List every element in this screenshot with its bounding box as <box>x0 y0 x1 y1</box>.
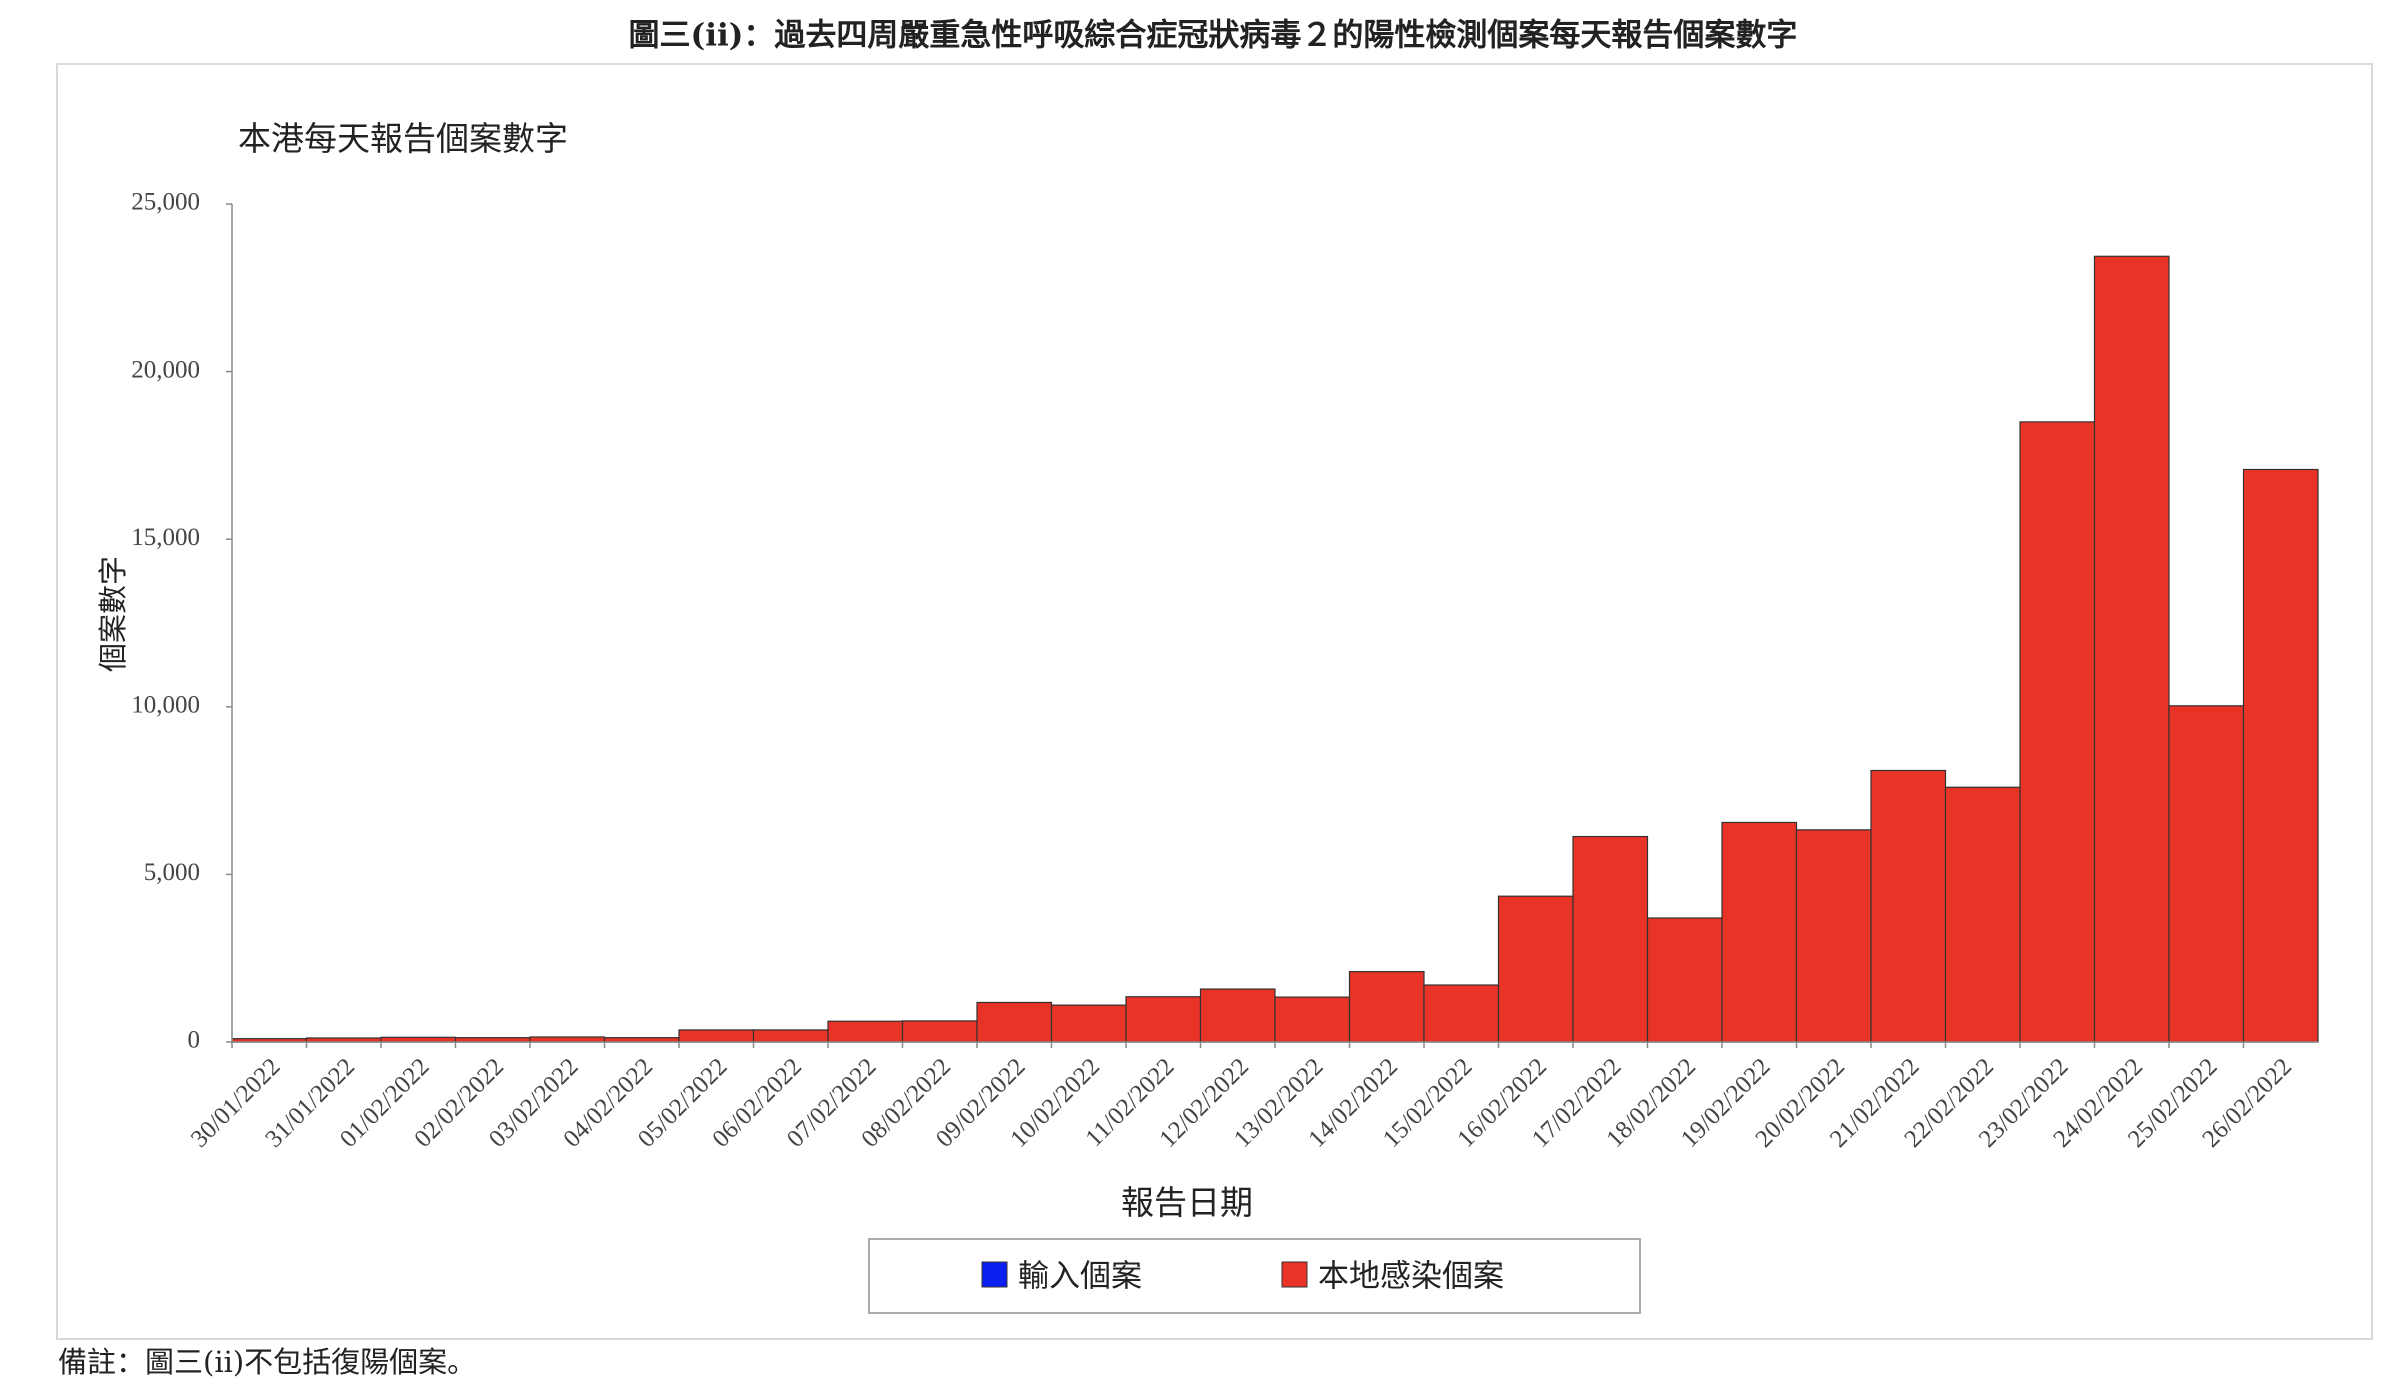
legend-swatch <box>981 1261 1008 1288</box>
bar <box>1423 984 1500 1043</box>
bar <box>1572 835 1649 1043</box>
bar <box>2093 255 2170 1043</box>
bar <box>1348 971 1425 1043</box>
y-axis-label: 個案數字 <box>96 556 130 672</box>
bar <box>1050 1004 1127 1043</box>
y-tick-label: 5,000 <box>144 859 200 886</box>
bar <box>827 1020 904 1043</box>
bar <box>752 1029 829 1043</box>
legend-swatch <box>1281 1261 1308 1288</box>
bar <box>1125 996 1202 1043</box>
bar <box>901 1020 978 1043</box>
y-tick-label: 20,000 <box>131 356 200 383</box>
y-tick-label: 15,000 <box>131 524 200 551</box>
bar <box>2168 705 2245 1043</box>
x-axis-label: 報告日期 <box>1121 1183 1253 1222</box>
y-tick-label: 0 <box>188 1027 201 1054</box>
chart-title: 圖三(ii)：過去四周嚴重急性呼吸綜合症冠狀病毒２的陽性檢測個案每天報告個案數字 <box>629 18 1798 54</box>
bar <box>678 1029 755 1043</box>
bar <box>2242 468 2319 1043</box>
bar <box>529 1036 606 1043</box>
legend-label: 輸入個案 <box>1018 1259 1142 1295</box>
bar <box>1497 895 1574 1043</box>
bar <box>1944 786 2021 1043</box>
chart-subtitle: 本港每天報告個案數字 <box>238 119 568 158</box>
bar <box>1274 996 1351 1043</box>
footnote: 備註：圖三(ii)不包括復陽個案。 <box>58 1345 476 1379</box>
y-tick-label: 25,000 <box>131 189 200 216</box>
bar <box>1795 829 1872 1043</box>
bar <box>1870 769 1947 1043</box>
y-tick-label: 10,000 <box>131 692 200 719</box>
bar <box>976 1001 1053 1043</box>
bar <box>1199 988 1276 1043</box>
bar <box>1721 821 1798 1043</box>
chart-frame <box>56 63 2373 1340</box>
legend-label: 本地感染個案 <box>1318 1259 1504 1295</box>
bar <box>2019 421 2096 1043</box>
bar <box>1646 917 1723 1043</box>
